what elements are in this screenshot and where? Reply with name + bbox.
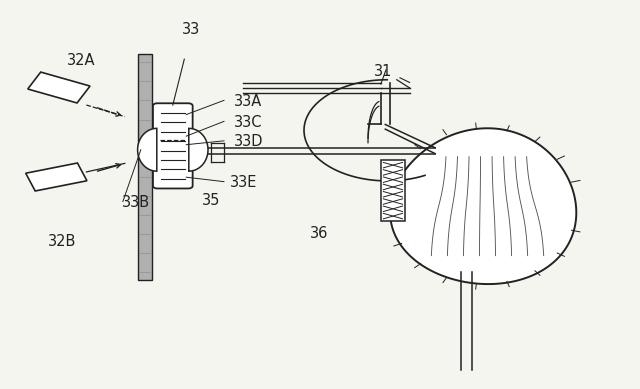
Text: 33B: 33B (122, 195, 150, 210)
FancyBboxPatch shape (153, 103, 193, 189)
Text: 33C: 33C (234, 115, 262, 130)
Bar (138, 54, 152, 280)
Text: 32A: 32A (67, 53, 96, 68)
Polygon shape (390, 128, 576, 284)
Text: 32B: 32B (48, 234, 76, 249)
Text: 31: 31 (374, 65, 393, 79)
Polygon shape (28, 72, 90, 103)
Bar (381, 160, 405, 221)
Polygon shape (189, 128, 208, 171)
Text: 35: 35 (202, 193, 220, 208)
Text: 33E: 33E (230, 175, 258, 190)
Text: 33: 33 (182, 22, 201, 37)
Text: 33A: 33A (234, 94, 262, 109)
Text: 36: 36 (310, 226, 329, 241)
Polygon shape (138, 128, 157, 171)
Polygon shape (26, 163, 87, 191)
Text: 33D: 33D (234, 135, 263, 149)
